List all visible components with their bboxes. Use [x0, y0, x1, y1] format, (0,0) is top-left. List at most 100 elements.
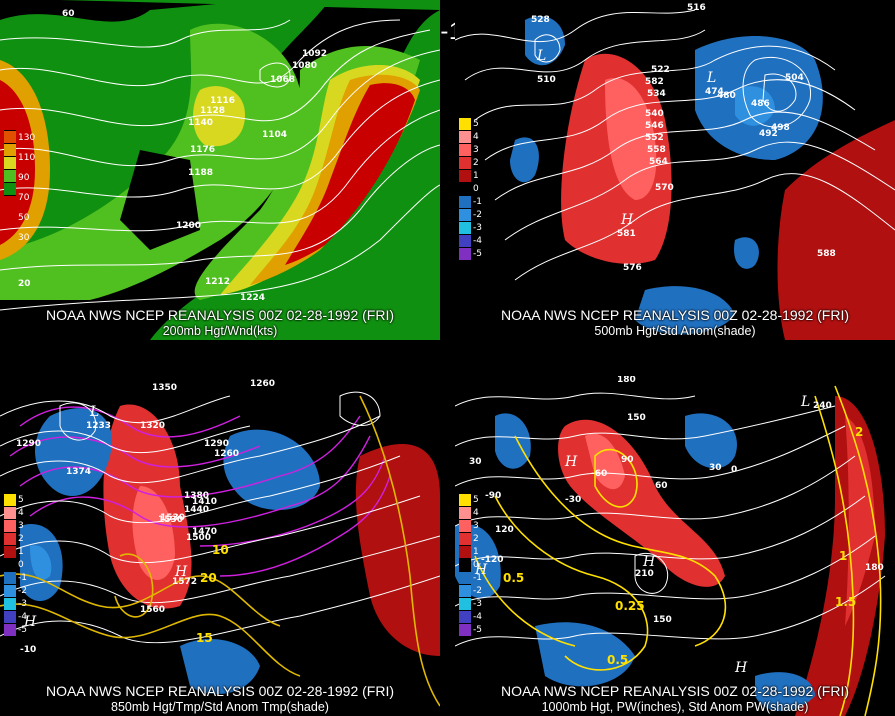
svg-text:1560: 1560 — [140, 605, 165, 615]
wind-legend-labels: 130 110 90 70 50 30 — [18, 133, 36, 243]
svg-text:480: 480 — [717, 91, 736, 101]
map-500mb: 528 510 516 504 480 486 492 498 534 540 … — [455, 0, 895, 340]
svg-text:528: 528 — [531, 15, 550, 25]
svg-text:2: 2 — [855, 425, 863, 439]
svg-text:546: 546 — [645, 121, 664, 131]
svg-text:558: 558 — [647, 145, 666, 155]
svg-text:1290: 1290 — [16, 439, 41, 449]
svg-text:1104: 1104 — [262, 130, 287, 140]
svg-text:588: 588 — [817, 249, 836, 259]
panel-850mb: 1350 1260 1290 1320 1410 1380 1440 1470 … — [0, 376, 440, 716]
panel-caption: 850mb Hgt/Tmp/Std Anom Tmp(shade) — [111, 700, 329, 714]
svg-text:540: 540 — [645, 109, 664, 119]
panel-header: NOAA NWS NCEP REANALYSIS 00Z 02-28-1992 … — [500, 307, 850, 323]
svg-text:1260: 1260 — [214, 449, 239, 459]
svg-text:492: 492 — [759, 129, 778, 139]
panel-header: NOAA NWS NCEP REANALYSIS 00Z 02-28-1992 … — [45, 307, 395, 323]
svg-text:H: H — [174, 564, 188, 580]
panel-1000mb: 180 150 120 90 60 30 0 -30 -60 -90 -120 … — [455, 376, 895, 716]
wind-legend — [4, 118, 16, 196]
svg-text:1.5: 1.5 — [835, 595, 856, 609]
svg-text:1224: 1224 — [240, 293, 265, 303]
svg-text:1380: 1380 — [184, 491, 209, 501]
svg-text:H: H — [642, 554, 656, 570]
svg-text:120: 120 — [495, 525, 514, 535]
svg-text:1260: 1260 — [250, 379, 275, 389]
svg-text:H: H — [564, 454, 578, 470]
tmp-anom-legend — [4, 494, 16, 637]
svg-text:90: 90 — [621, 455, 634, 465]
svg-text:L: L — [89, 404, 99, 420]
svg-text:150: 150 — [627, 413, 646, 423]
svg-text:1188: 1188 — [188, 168, 213, 178]
map-1000mb: 180 150 120 90 60 30 0 -30 -60 -90 -120 … — [455, 376, 895, 716]
svg-text:534: 534 — [647, 89, 666, 99]
svg-text:516: 516 — [687, 3, 706, 13]
svg-text:H: H — [734, 660, 748, 676]
svg-text:1140: 1140 — [188, 118, 213, 128]
svg-text:1410: 1410 — [192, 497, 217, 507]
svg-text:60: 60 — [655, 481, 668, 491]
svg-text:1080: 1080 — [292, 61, 317, 71]
svg-text:510: 510 — [537, 75, 556, 85]
svg-text:570: 570 — [655, 183, 674, 193]
svg-text:1200: 1200 — [176, 221, 201, 231]
panel-200mb: 1092 1080 1068 1116 1128 1140 1104 1176 … — [0, 0, 440, 340]
anom-legend — [459, 118, 471, 261]
svg-text:180: 180 — [617, 376, 636, 385]
svg-text:L: L — [800, 394, 810, 410]
svg-text:180: 180 — [865, 563, 884, 573]
svg-text:522: 522 — [651, 65, 670, 75]
svg-text:552: 552 — [645, 133, 664, 143]
panel-caption: 1000mb Hgt, PW(inches), Std Anom PW(shad… — [541, 700, 809, 714]
svg-text:1233: 1233 — [86, 421, 111, 431]
svg-text:576: 576 — [623, 263, 642, 273]
svg-text:150: 150 — [653, 615, 672, 625]
svg-text:581: 581 — [617, 229, 636, 239]
panel-caption: 200mb Hgt/Wnd(kts) — [162, 324, 278, 338]
svg-text:H: H — [474, 562, 488, 578]
svg-text:0: 0 — [731, 465, 737, 475]
svg-text:1068: 1068 — [270, 75, 295, 85]
svg-text:20: 20 — [200, 571, 217, 585]
svg-text:L: L — [706, 70, 716, 86]
svg-text:-10: -10 — [20, 645, 36, 655]
pw-anom-legend — [459, 494, 471, 637]
panel-caption: 500mb Hgt/Std Anom(shade) — [594, 324, 756, 338]
svg-text:582: 582 — [645, 77, 664, 87]
map-200mb: 1092 1080 1068 1116 1128 1140 1104 1176 … — [0, 0, 440, 340]
panel-header: NOAA NWS NCEP REANALYSIS 00Z 02-28-1992 … — [45, 683, 395, 699]
svg-text:30: 30 — [469, 457, 482, 467]
svg-text:0.5: 0.5 — [503, 571, 524, 585]
svg-text:474: 474 — [705, 87, 724, 97]
panel-header: NOAA NWS NCEP REANALYSIS 00Z 02-28-1992 … — [500, 683, 850, 699]
svg-text:15: 15 — [196, 631, 213, 645]
svg-text:20: 20 — [18, 279, 31, 289]
svg-text:30: 30 — [709, 463, 722, 473]
svg-text:10: 10 — [212, 543, 229, 557]
svg-text:60: 60 — [62, 9, 75, 19]
svg-text:1128: 1128 — [200, 106, 225, 116]
svg-text:486: 486 — [751, 99, 770, 109]
svg-text:1320: 1320 — [140, 421, 165, 431]
svg-text:1530: 1530 — [160, 513, 185, 523]
svg-text:240: 240 — [813, 401, 832, 411]
svg-text:504: 504 — [785, 73, 804, 83]
svg-text:-90: -90 — [485, 491, 501, 501]
svg-text:564: 564 — [649, 157, 668, 167]
svg-text:1530: 1530 — [158, 515, 183, 525]
svg-text:0.25: 0.25 — [615, 599, 645, 613]
svg-text:1374: 1374 — [66, 467, 91, 477]
svg-text:-30: -30 — [565, 495, 581, 505]
svg-text:H: H — [23, 614, 37, 630]
panel-500mb: 528 510 516 504 480 486 492 498 534 540 … — [455, 0, 895, 340]
svg-text:1: 1 — [839, 549, 847, 563]
svg-text:1092: 1092 — [302, 49, 327, 59]
svg-text:1290: 1290 — [204, 439, 229, 449]
map-850mb: 1350 1260 1290 1320 1410 1380 1440 1470 … — [0, 376, 440, 716]
svg-text:1212: 1212 — [205, 277, 230, 287]
svg-text:1350: 1350 — [152, 383, 177, 393]
